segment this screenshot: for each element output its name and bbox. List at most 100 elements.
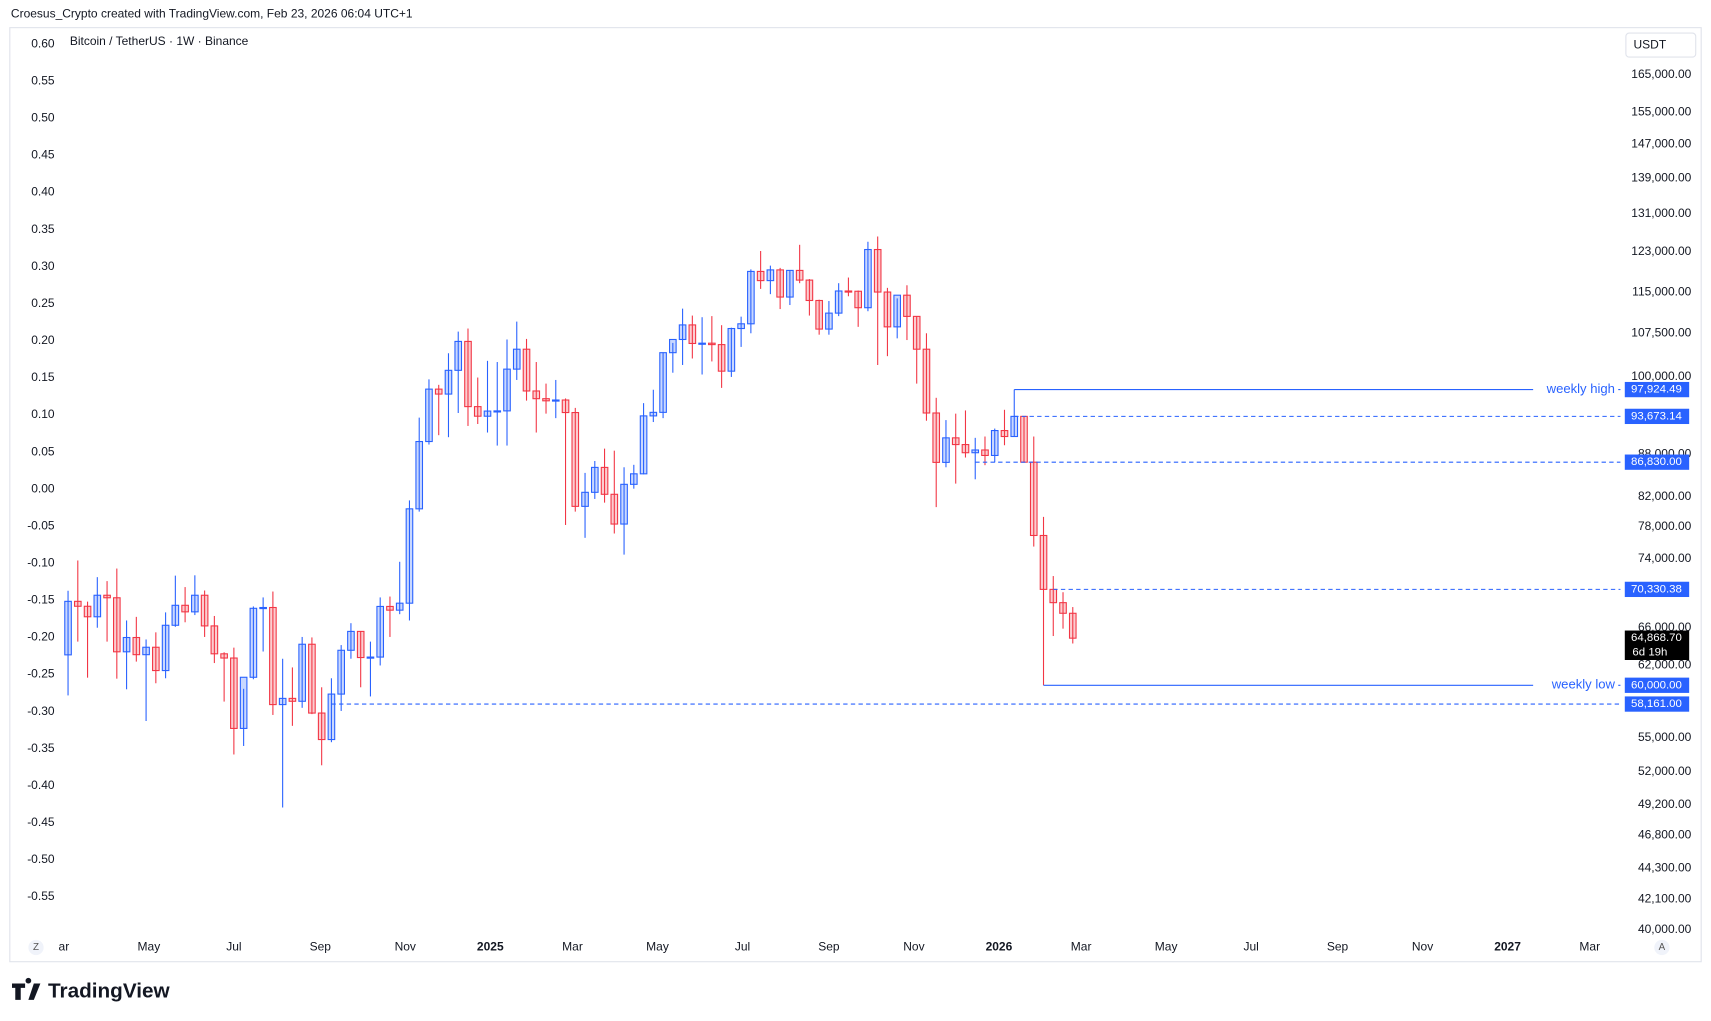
price-label: 97,924.49 xyxy=(1631,384,1682,396)
y2-tick-label: -0.45 xyxy=(27,815,55,829)
x-tick-label: Nov xyxy=(903,940,924,954)
y-tick-label: 74,000.00 xyxy=(1638,551,1692,565)
y-tick-label: 55,000.00 xyxy=(1638,730,1692,744)
candle-body xyxy=(864,248,872,309)
candle-body xyxy=(1029,461,1038,537)
logo: TradingView xyxy=(12,977,171,1003)
candle-body xyxy=(727,327,736,372)
candle-body xyxy=(922,348,931,414)
candle-body xyxy=(776,269,784,298)
x-tick-label: 2025 xyxy=(477,940,504,954)
candle-body xyxy=(181,604,189,613)
x-tick-label: 2026 xyxy=(986,940,1013,954)
y2-tick-label: 0.30 xyxy=(31,259,55,273)
x-tick-label: May xyxy=(138,940,161,954)
candle-body xyxy=(532,390,541,400)
candle-body xyxy=(191,594,199,613)
y-tick-label: 107,500.00 xyxy=(1631,325,1691,339)
price-label: 93,673.14 xyxy=(1631,410,1683,422)
candle-body xyxy=(405,508,414,604)
y2-tick-label: 0.20 xyxy=(31,333,55,347)
candle-body xyxy=(1000,430,1009,438)
candle-body xyxy=(366,656,375,659)
y2-tick-label: -0.50 xyxy=(27,852,55,866)
candle-body xyxy=(376,605,385,658)
candle-body xyxy=(1010,415,1019,438)
candle-body xyxy=(698,342,706,345)
y-tick-label: 49,200.00 xyxy=(1638,797,1692,811)
candle-body xyxy=(669,338,677,354)
y2-tick-label: 0.25 xyxy=(31,296,55,310)
candle-body xyxy=(961,444,970,454)
y-tick-label: 165,000.00 xyxy=(1631,67,1691,81)
candle-body xyxy=(93,594,102,618)
currency[interactable]: USDT xyxy=(1634,37,1667,51)
y2-tick-label: 0.05 xyxy=(31,444,55,458)
price-label-box xyxy=(1624,408,1690,425)
y-tick-label: 147,000.00 xyxy=(1631,137,1691,151)
candle-body xyxy=(981,449,989,457)
candle-body xyxy=(678,324,687,341)
candle-body xyxy=(542,398,550,402)
y2-tick-label: -0.05 xyxy=(27,518,55,532)
candle-body xyxy=(561,399,570,414)
price-label: 60,000.00 xyxy=(1631,679,1682,691)
y2-tick-label: -0.15 xyxy=(27,593,55,607)
candle-body xyxy=(356,630,365,659)
x-tick-label: Jul xyxy=(1243,940,1258,954)
x-tick-label: Mar xyxy=(1071,940,1092,954)
x-tick-label: Nov xyxy=(395,940,416,954)
last-price: 64,868.70 xyxy=(1631,632,1682,644)
candle-body xyxy=(327,693,336,741)
candle-body xyxy=(971,449,980,454)
axis-button-label[interactable]: A xyxy=(1659,942,1666,953)
y2-tick-label: -0.30 xyxy=(27,704,55,718)
candles xyxy=(64,236,1077,808)
x-tick-label: Jul xyxy=(735,940,750,954)
candle-body xyxy=(786,269,794,298)
candle-body xyxy=(220,653,228,659)
candle-body xyxy=(308,643,316,714)
y-tick-label: 131,000.00 xyxy=(1631,206,1691,220)
candle-body xyxy=(581,491,589,507)
y2-tick-label: -0.40 xyxy=(27,778,55,792)
y2-tick-label: -0.55 xyxy=(27,889,55,903)
candle-body xyxy=(1068,612,1077,639)
y-tick-label: 62,000.00 xyxy=(1638,658,1692,672)
candle-body xyxy=(1020,415,1028,463)
candle-body xyxy=(493,410,502,413)
candle-body xyxy=(883,291,892,328)
candle-body xyxy=(1059,602,1067,614)
x-tick-label: May xyxy=(1155,940,1178,954)
candle-body xyxy=(854,290,862,309)
candle-body xyxy=(83,605,92,618)
x-tick-label: May xyxy=(646,940,669,954)
y-tick-label: 115,000.00 xyxy=(1632,285,1691,299)
axis-button[interactable] xyxy=(28,939,44,956)
candle-body xyxy=(483,410,492,417)
candle-body xyxy=(347,630,355,651)
candle-body xyxy=(659,352,667,413)
candle-body xyxy=(873,248,882,293)
y-tick-label: 82,000.00 xyxy=(1638,489,1692,503)
y2-tick-label: 0.15 xyxy=(31,370,55,384)
candle-body xyxy=(844,290,853,293)
candle-body xyxy=(932,412,941,463)
y-tick-label: 78,000.00 xyxy=(1638,519,1692,533)
y-tick-label: 100,000.00 xyxy=(1631,369,1691,383)
candle-body xyxy=(893,294,902,328)
y2-tick-label: 0.45 xyxy=(31,148,55,162)
candle-body xyxy=(571,412,580,507)
price-label-box xyxy=(1624,677,1690,693)
candle-body xyxy=(152,646,160,672)
axis-button-label[interactable]: Z xyxy=(33,942,39,953)
axis-button[interactable] xyxy=(1654,939,1670,956)
candle-body xyxy=(737,323,745,330)
price-line-name: weekly high xyxy=(1546,381,1615,396)
currency-box[interactable] xyxy=(1625,32,1697,58)
chart-frame xyxy=(9,27,1702,963)
y-tick-label: 66,000.00 xyxy=(1638,620,1692,634)
candle-body xyxy=(766,269,775,282)
